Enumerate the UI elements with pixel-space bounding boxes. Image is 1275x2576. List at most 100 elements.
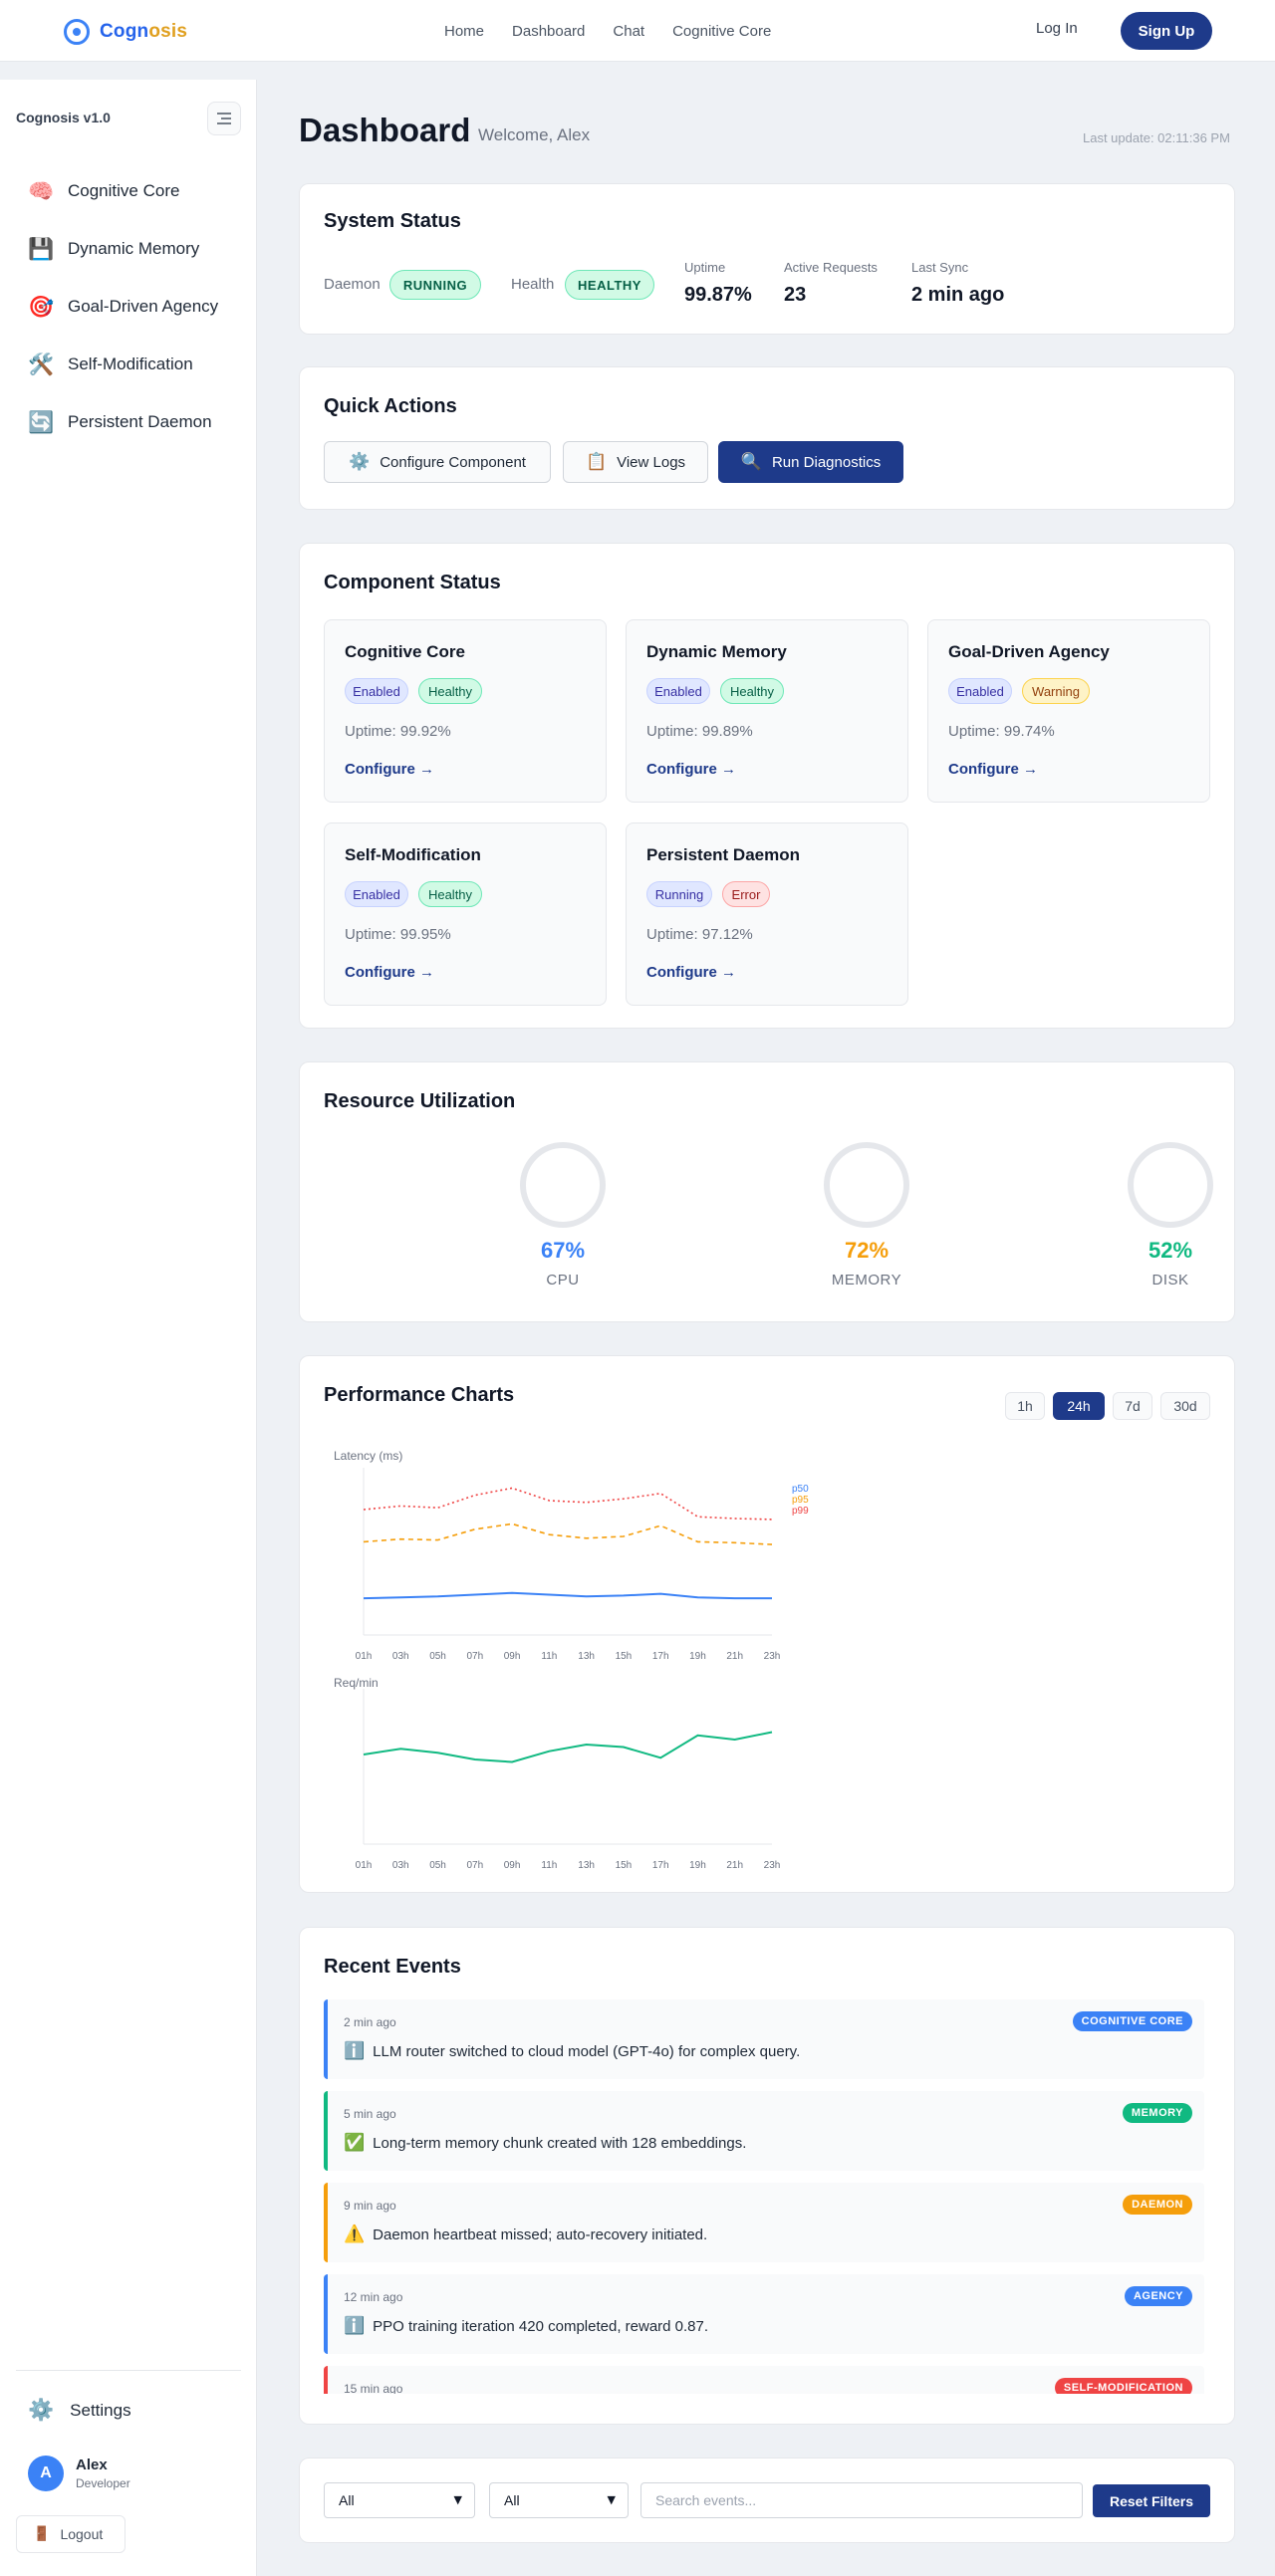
series-line-p95 bbox=[363, 1522, 773, 1545]
category-filter-select[interactable]: All ▼ bbox=[324, 2482, 475, 2518]
component-card-persistent-daemon: Persistent Daemon Running Error Uptime: … bbox=[626, 822, 908, 1006]
component-state-badge: Enabled bbox=[646, 678, 710, 704]
component-health-badge: Healthy bbox=[418, 881, 482, 907]
event-item[interactable]: 2 min ago COGNITIVE CORE ℹ️ LLM router sw… bbox=[324, 1999, 1204, 2079]
nav-link-cognitive-core[interactable]: Cognitive Core bbox=[672, 22, 772, 40]
nav-link-home[interactable]: Home bbox=[444, 22, 485, 40]
settings-label: Settings bbox=[70, 2400, 131, 2420]
select-value: All bbox=[339, 2492, 355, 2508]
component-name: Dynamic Memory bbox=[646, 642, 787, 661]
info-icon: ℹ️ bbox=[344, 2041, 366, 2061]
sidebar-item-goal-driven-agency[interactable]: 🎯 Goal-Driven Agency bbox=[12, 281, 243, 333]
component-uptime: Uptime: 99.74% bbox=[948, 723, 1055, 740]
component-uptime: Uptime: 99.92% bbox=[345, 723, 451, 740]
select-value: All bbox=[504, 2492, 520, 2508]
nav-link-chat[interactable]: Chat bbox=[613, 22, 645, 40]
refresh-icon: 🔄 bbox=[28, 409, 55, 434]
run-diagnostics-button[interactable]: 🔍 Run Diagnostics bbox=[718, 441, 903, 483]
sidebar-item-persistent-daemon[interactable]: 🔄 Persistent Daemon bbox=[12, 396, 243, 448]
brand-name: Cognosis bbox=[100, 21, 188, 42]
event-category-badge: COGNITIVE CORE bbox=[1072, 2011, 1192, 2031]
logout-button[interactable]: 🚪 Logout bbox=[16, 2515, 126, 2553]
component-name: Self-Modification bbox=[345, 845, 481, 864]
menu-icon bbox=[217, 113, 231, 124]
system-status-card: System Status Daemon RUNNING Health HEAL… bbox=[299, 183, 1235, 335]
time-range-selector: 1h 24h 7d 30d bbox=[1005, 1392, 1210, 1420]
uptime-value: 99.87% bbox=[684, 284, 752, 306]
range-24h-button[interactable]: 24h bbox=[1053, 1392, 1105, 1420]
event-item[interactable]: 5 min ago MEMORY ✅ Long-term memory chunk… bbox=[324, 2091, 1204, 2171]
sidebar-item-dynamic-memory[interactable]: 💾 Dynamic Memory bbox=[12, 223, 243, 275]
component-state-badge: Enabled bbox=[345, 881, 408, 907]
series-line-requests bbox=[363, 1731, 773, 1763]
x-tick-label: 19h bbox=[689, 1860, 706, 1871]
component-uptime: Uptime: 99.95% bbox=[345, 926, 451, 943]
sidebar-toggle-button[interactable] bbox=[207, 102, 241, 135]
component-card-cognitive-core: Cognitive Core Enabled Healthy Uptime: 9… bbox=[324, 619, 607, 803]
configure-link[interactable]: Configure → bbox=[646, 964, 736, 981]
top-navbar: Cognosis Home Dashboard Chat Cognitive C… bbox=[0, 0, 1275, 62]
chevron-down-icon: ▼ bbox=[607, 2493, 616, 2506]
configure-component-button[interactable]: ⚙️ Configure Component bbox=[324, 441, 551, 483]
brand-logo[interactable]: Cognosis bbox=[64, 19, 187, 45]
section-title: System Status bbox=[324, 210, 461, 232]
gear-icon: ⚙️ bbox=[349, 452, 371, 472]
active-requests-label: Active Requests bbox=[784, 260, 878, 275]
button-label: View Logs bbox=[617, 453, 686, 471]
x-tick-label: 19h bbox=[689, 1651, 706, 1662]
health-status-badge: HEALTHY bbox=[565, 270, 654, 300]
event-item[interactable]: 15 min ago SELF-MODIFICATION bbox=[324, 2366, 1204, 2394]
nav-link-dashboard[interactable]: Dashboard bbox=[512, 22, 586, 40]
event-item[interactable]: 12 min ago AGENCY ℹ️ PPO training iterati… bbox=[324, 2274, 1204, 2354]
x-tick-label: 05h bbox=[429, 1860, 446, 1871]
sidebar-item-label: Self-Modification bbox=[68, 354, 193, 373]
performance-charts-card: Performance Charts 1h 24h 7d 30d Latency… bbox=[299, 1355, 1235, 1893]
signup-button[interactable]: Sign Up bbox=[1121, 12, 1212, 50]
event-filters-card: All ▼ All ▼ Reset Filters bbox=[299, 2458, 1235, 2543]
component-health-badge: Healthy bbox=[720, 678, 784, 704]
x-tick-label: 15h bbox=[616, 1651, 633, 1662]
event-message-row: ✅ Long-term memory chunk created with 128… bbox=[344, 2133, 746, 2153]
latency-chart: Latency (ms) 01h 03h 05h 07h 09h 11h 13h 15h 17h 1… bbox=[334, 1449, 809, 1662]
welcome-message: Welcome, Alex bbox=[478, 125, 591, 144]
event-search-input[interactable] bbox=[640, 2482, 1083, 2518]
sidebar-item-self-modification[interactable]: 🛠️ Self-Modification bbox=[12, 339, 243, 390]
x-tick-label: 01h bbox=[356, 1651, 373, 1662]
sidebar-divider bbox=[16, 2370, 241, 2371]
configure-link[interactable]: Configure → bbox=[345, 964, 434, 981]
clipboard-icon: 📋 bbox=[585, 452, 608, 472]
event-category-badge: MEMORY bbox=[1122, 2103, 1192, 2123]
severity-filter-select[interactable]: All ▼ bbox=[489, 2482, 629, 2518]
range-30d-button[interactable]: 30d bbox=[1160, 1392, 1210, 1420]
configure-link[interactable]: Configure → bbox=[345, 761, 434, 778]
component-state-badge: Running bbox=[646, 881, 712, 907]
check-icon: ✅ bbox=[344, 2133, 366, 2153]
event-item[interactable]: 9 min ago DAEMON ⚠️ Daemon heartbeat miss… bbox=[324, 2183, 1204, 2262]
login-link[interactable]: Log In bbox=[1036, 20, 1078, 37]
gauge-label: DISK bbox=[1151, 1272, 1189, 1288]
last-update-time: Last update: 02:11:36 PM bbox=[1083, 130, 1230, 145]
legend-entry-p50: p50 bbox=[792, 1484, 809, 1495]
x-tick-label: 21h bbox=[726, 1860, 743, 1871]
user-profile[interactable]: A Alex Developer bbox=[28, 2456, 130, 2491]
range-7d-button[interactable]: 7d bbox=[1113, 1392, 1152, 1420]
range-1h-button[interactable]: 1h bbox=[1005, 1392, 1045, 1420]
sidebar-item-cognitive-core[interactable]: 🧠 Cognitive Core bbox=[12, 165, 243, 217]
uptime-label: Uptime bbox=[684, 260, 726, 275]
x-tick-label: 15h bbox=[616, 1860, 633, 1871]
configure-link[interactable]: Configure → bbox=[646, 761, 736, 778]
view-logs-button[interactable]: 📋 View Logs bbox=[563, 441, 708, 483]
event-message: PPO training iteration 420 completed, re… bbox=[373, 2317, 709, 2335]
series-line-p99 bbox=[363, 1487, 773, 1521]
user-name: Alex bbox=[76, 2457, 108, 2473]
page-title: Dashboard bbox=[299, 112, 471, 148]
event-category-badge: DAEMON bbox=[1123, 2195, 1192, 2215]
sidebar-item-label: Dynamic Memory bbox=[68, 239, 200, 258]
last-sync-value: 2 min ago bbox=[911, 284, 1005, 306]
sidebar-item-settings[interactable]: ⚙️ Settings bbox=[28, 2398, 131, 2423]
configure-link[interactable]: Configure → bbox=[948, 761, 1038, 778]
section-title: Resource Utilization bbox=[324, 1090, 516, 1112]
x-tick-label: 13h bbox=[578, 1651, 595, 1662]
event-time: 15 min ago bbox=[344, 2382, 403, 2394]
reset-filters-button[interactable]: Reset Filters bbox=[1093, 2484, 1210, 2517]
